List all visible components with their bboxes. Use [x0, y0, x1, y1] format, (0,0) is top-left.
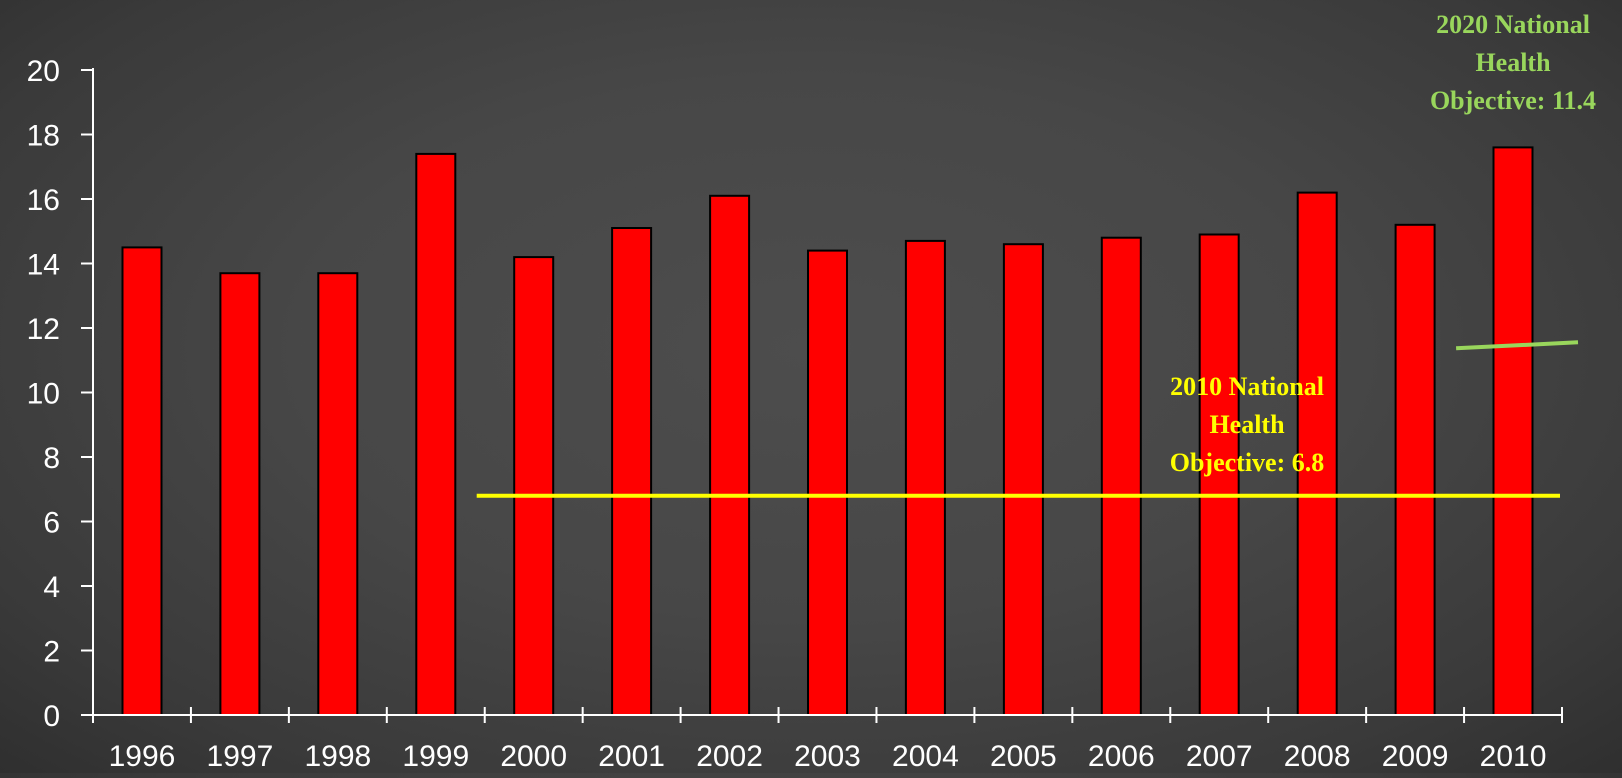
y-tick-label: 14: [27, 249, 60, 282]
x-tick-label-1997: 1997: [207, 740, 274, 773]
y-tick-label: 8: [43, 442, 60, 475]
objective-2010-label-line: Objective: 6.8: [1170, 448, 1325, 477]
x-tick-label-2010: 2010: [1480, 740, 1547, 773]
x-tick-label-2002: 2002: [696, 740, 763, 773]
x-tick-label-2005: 2005: [990, 740, 1057, 773]
bar-2002: [709, 194, 751, 717]
bar-2000: [513, 256, 555, 716]
bar-2007: [1198, 233, 1240, 716]
bar-2009: [1394, 223, 1436, 717]
y-tick-label: 20: [27, 55, 60, 88]
x-tick-label-2008: 2008: [1284, 740, 1351, 773]
objective-2010-label: 2010 National Health Objective: 6.8: [1170, 372, 1325, 477]
x-tick-label-2004: 2004: [892, 740, 959, 773]
x-tick-label-2001: 2001: [598, 740, 665, 773]
y-tick-label: 10: [27, 378, 60, 411]
y-tick-label: 16: [27, 184, 60, 217]
objective-2020-label-line: 2020 National: [1436, 10, 1590, 39]
reference-lines-group: 2010 National Health Objective: 6.8 2020 Na…: [476, 10, 1596, 498]
bar-1996: [121, 246, 163, 716]
objective-2020-line: [1456, 340, 1579, 351]
x-tick-label-1996: 1996: [109, 740, 176, 773]
bars-group: [121, 146, 1534, 717]
objective-2010-label-line: 2010 National: [1170, 372, 1324, 401]
x-tick-label-1998: 1998: [304, 740, 371, 773]
bar-1997: [219, 272, 261, 716]
bar-2008: [1296, 191, 1338, 717]
bar-2006: [1100, 236, 1142, 716]
bar-1998: [317, 272, 359, 716]
y-tick-label: 0: [43, 700, 60, 733]
x-tick-label-2006: 2006: [1088, 740, 1155, 773]
x-tick-label-2003: 2003: [794, 740, 861, 773]
x-tick-label-1999: 1999: [402, 740, 469, 773]
y-tick-label: 4: [43, 571, 60, 604]
y-tick-label: 2: [43, 636, 60, 669]
bar-2005: [1002, 243, 1044, 716]
bar-2004: [904, 239, 946, 716]
objective-2010-label-line: Health: [1209, 410, 1285, 439]
axes-group: 0 2 4 6 8 10 12 14 16 18 20 1996 1997 1998 1999 2000 200…: [27, 55, 1563, 773]
y-tick-label: 18: [27, 120, 60, 153]
x-tick-label-2000: 2000: [500, 740, 567, 773]
objective-2020-label-line: Health: [1475, 48, 1551, 77]
bar-1999: [415, 152, 457, 716]
bar-2001: [611, 227, 653, 716]
bar-2010: [1492, 146, 1534, 716]
objective-2020-label: 2020 National Health Objective: 11.4: [1430, 10, 1596, 115]
y-tick-label: 12: [27, 313, 60, 346]
bar-2003: [807, 249, 848, 716]
x-tick-label-2009: 2009: [1382, 740, 1449, 773]
y-tick-label: 6: [43, 507, 60, 540]
x-tick-label-2007: 2007: [1186, 740, 1253, 773]
objective-2020-label-line: Objective: 11.4: [1430, 86, 1596, 115]
